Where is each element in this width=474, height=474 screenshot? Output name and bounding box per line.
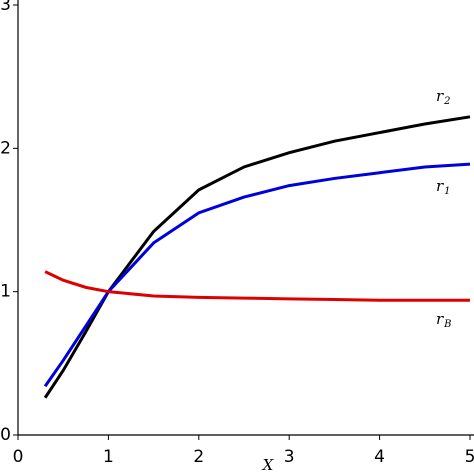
series-label: rB [436, 310, 452, 330]
series-label: r2 [436, 87, 451, 107]
y-tick-label: 1 [0, 282, 11, 302]
x-tick-label: 3 [284, 447, 295, 467]
line-series [44, 270, 470, 302]
series-label-subscript: B [443, 319, 451, 330]
x-tick-label: 1 [103, 447, 114, 467]
y-tick-label: 0 [0, 425, 11, 445]
series-label-name: r [436, 177, 444, 195]
series-label-name: r [436, 310, 444, 328]
series-label-subscript: 2 [443, 96, 450, 107]
line-series [43, 115, 471, 399]
x-tick-label: 2 [193, 447, 204, 467]
line-series [43, 162, 471, 388]
series-label-name: r [436, 87, 444, 105]
series-label-subscript: 1 [444, 186, 450, 197]
x-axis-label: X [262, 456, 275, 474]
x-tick-label: 4 [374, 447, 385, 467]
series-label: r1 [436, 177, 451, 197]
y-tick-label: 3 [0, 0, 11, 15]
x-tick-label: 0 [13, 447, 24, 467]
y-tick-label: 2 [0, 138, 11, 158]
x-tick-label: 5 [465, 447, 474, 467]
